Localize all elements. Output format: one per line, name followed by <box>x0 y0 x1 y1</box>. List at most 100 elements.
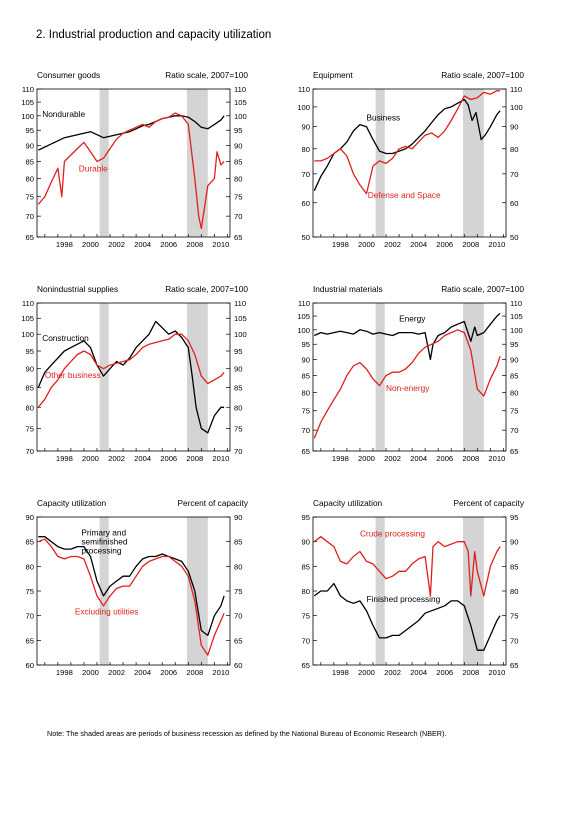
y-tick-label-right: 105 <box>234 314 247 323</box>
chart-consumer-goods: Consumer goods Ratio scale, 2007=100 65 65 7… <box>14 68 259 249</box>
series-label: Energy <box>399 313 426 323</box>
recession-band <box>186 303 208 451</box>
y-tick-label-left: 90 <box>26 513 34 522</box>
y-tick-label-left: 90 <box>26 365 34 374</box>
y-tick-label-left: 95 <box>302 340 310 349</box>
recession-band <box>186 89 208 237</box>
series-line <box>38 115 225 151</box>
y-tick-label-right: 105 <box>234 98 247 107</box>
series-line <box>37 333 225 408</box>
plot-frame <box>36 302 231 452</box>
y-tick-label-right: 100 <box>510 326 523 335</box>
y-tick-label-right: 75 <box>510 612 518 621</box>
y-tick-label-right: 110 <box>510 299 522 308</box>
series-label: processing <box>81 546 122 556</box>
chart-svg: Capacity utilization Percent of capacity 6… <box>26 498 249 677</box>
y-tick-label-left: 75 <box>302 407 310 416</box>
recession-band <box>186 517 208 665</box>
series-line <box>38 536 225 637</box>
y-tick-label-right: 90 <box>510 538 518 547</box>
scale-label: Ratio scale, 2007=100 <box>441 284 524 294</box>
series-label: Other business <box>45 370 101 380</box>
y-tick-label-right: 85 <box>234 158 242 167</box>
y-tick-label-right: 95 <box>510 513 518 522</box>
x-tick-label: 2008 <box>186 240 203 249</box>
y-tick-label-left: 90 <box>302 123 310 132</box>
y-tick-label-left: 100 <box>297 103 310 112</box>
series-line <box>37 320 225 434</box>
x-tick-label: 2010 <box>212 454 229 463</box>
y-tick-label-left: 80 <box>302 389 310 398</box>
x-tick-label: 2002 <box>108 454 125 463</box>
series-label: Construction <box>42 333 89 343</box>
y-tick-label-left: 65 <box>302 447 310 456</box>
y-tick-label-left: 70 <box>302 170 310 179</box>
chart-capacity-utilization-left: Capacity utilization Percent of capacity 6… <box>14 496 259 677</box>
series-line <box>313 582 501 651</box>
y-tick-label-right: 80 <box>234 403 242 412</box>
x-tick-label: 1998 <box>56 240 73 249</box>
y-tick-label-left: 100 <box>21 112 34 121</box>
x-tick-label: 2002 <box>384 454 401 463</box>
scale-label: Percent of capacity <box>177 498 248 508</box>
x-tick-label: 2006 <box>160 240 177 249</box>
y-tick-label-left: 100 <box>297 326 310 335</box>
x-tick-label: 2002 <box>108 668 125 677</box>
y-tick-label-left: 60 <box>302 199 310 208</box>
y-tick-label-right: 85 <box>234 538 242 547</box>
y-tick-label-right: 110 <box>510 85 522 94</box>
y-tick-label-right: 105 <box>510 312 523 321</box>
recession-band <box>99 517 109 665</box>
y-tick-label-right: 100 <box>234 330 247 339</box>
y-tick-label-left: 75 <box>26 424 34 433</box>
y-tick-label-left: 90 <box>26 141 34 150</box>
y-tick-label-right: 60 <box>510 199 518 208</box>
recession-band <box>462 89 484 237</box>
series-label: Excluding utilities <box>75 607 139 617</box>
x-tick-label: 2002 <box>384 668 401 677</box>
y-tick-label-right: 80 <box>234 562 242 571</box>
series-line <box>313 329 501 439</box>
recession-note: Note: The shaded areas are periods of bu… <box>47 729 447 738</box>
scale-label: Ratio scale, 2007=100 <box>165 284 248 294</box>
x-tick-label: 2008 <box>462 454 479 463</box>
x-tick-label: 2008 <box>186 454 203 463</box>
y-tick-label-right: 65 <box>234 636 242 645</box>
y-tick-label-right: 75 <box>234 424 242 433</box>
x-tick-label: 2000 <box>358 668 375 677</box>
x-tick-label: 2004 <box>410 668 427 677</box>
x-tick-label: 2000 <box>82 240 99 249</box>
chart-capacity-utilization-right: Capacity utilization Percent of capacity 6… <box>290 496 535 677</box>
y-tick-label-right: 80 <box>234 175 242 184</box>
x-tick-label: 2002 <box>108 240 125 249</box>
y-tick-label-right: 70 <box>510 636 518 645</box>
y-tick-label-left: 110 <box>298 85 310 94</box>
chart-svg: Nonindustrial supplies Ratio scale, 2007=… <box>21 284 248 463</box>
y-tick-label-right: 75 <box>510 407 518 416</box>
chart-title: Capacity utilization <box>313 498 383 508</box>
recession-band <box>462 517 484 665</box>
series-line <box>313 536 501 597</box>
y-tick-label-right: 100 <box>234 112 247 121</box>
chart-svg: Equipment Ratio scale, 2007=100 50 50 60 60 70… <box>297 70 524 249</box>
series-line <box>314 312 501 361</box>
series-line <box>37 112 225 230</box>
recession-band <box>99 89 109 237</box>
y-tick-label-left: 100 <box>21 330 34 339</box>
y-tick-label-left: 50 <box>302 233 310 242</box>
y-tick-label-right: 110 <box>234 85 246 94</box>
y-tick-label-left: 90 <box>302 538 310 547</box>
plot-frame <box>36 88 231 238</box>
recession-band <box>462 303 484 451</box>
y-tick-label-left: 105 <box>21 98 34 107</box>
y-tick-label-left: 70 <box>26 212 34 221</box>
y-tick-label-right: 90 <box>510 123 518 132</box>
x-tick-label: 2006 <box>436 668 453 677</box>
x-tick-label: 2006 <box>160 668 177 677</box>
plot-frame <box>312 88 507 238</box>
x-tick-label: 2010 <box>212 240 229 249</box>
series-line <box>38 538 225 656</box>
y-tick-label-left: 110 <box>22 85 34 94</box>
y-tick-label-left: 80 <box>302 587 310 596</box>
y-tick-label-right: 85 <box>234 383 242 392</box>
